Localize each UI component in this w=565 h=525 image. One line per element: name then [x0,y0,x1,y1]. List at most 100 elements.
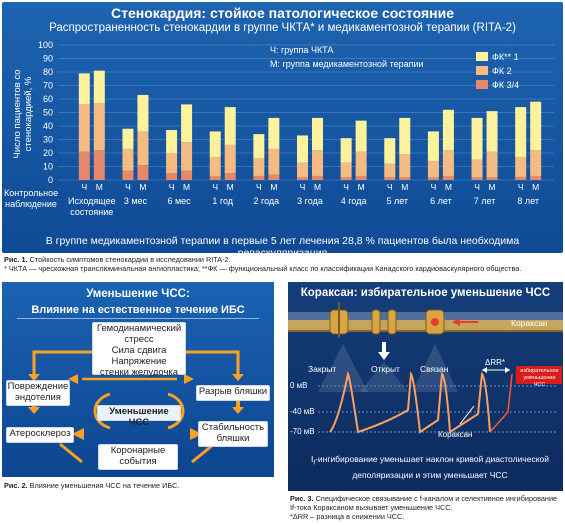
left1-line2: эндотелия [15,392,61,403]
bar-segment [442,150,454,176]
rita2-chart: 0 10 20 30 40 50 60 70 80 90 100 Число пациентов со… [12,40,554,217]
drug-label: Кораксан [511,318,548,328]
bar-segment [355,120,367,152]
group-label: 7 лет [474,196,496,206]
bar-segment [340,138,352,163]
bar-segment [93,70,105,104]
y-tick-label: 60 [43,94,53,104]
legend-label: ФК 3/4 [492,80,519,90]
bar-segment [122,128,134,149]
bar-segment [515,157,527,178]
y-tick-label: 40 [43,121,53,131]
group-label: 6 лет [430,196,452,206]
top-box-line1: Гемодинамический [96,323,182,334]
bar-segment [137,165,149,180]
y-tick-label: 30 [43,135,53,145]
y-tick-label: 70 [43,81,53,91]
bar-segment [384,138,396,164]
group-label: 3 мес [124,196,148,206]
chart-title: Стенокардия: стойкое патологическое сост… [110,5,454,21]
group-label: 4 года [341,196,367,206]
legend-swatch [476,80,488,89]
bar-label: Ч [518,182,524,192]
figure3-caption: Рис. 3. Специфическое связывание с f-кан… [290,494,562,521]
hemodynamic-stress-box: Гемодинамический стресс Сила сдвига Напр… [92,322,186,378]
bar-segment [471,117,483,160]
rita2-chart-panel: 0 10 20 30 40 50 60 70 80 90 100 Число пациентов со… [2,2,563,253]
bar-segment [181,142,193,171]
group-legend-med: М: группа медикаментозной терапии [270,59,424,69]
caption1-note: * ЧКТА — чрескожная транслюминальная анг… [4,264,522,273]
y-tick-label: 50 [43,108,53,118]
bar-segment [78,73,90,105]
bar-segment [122,148,134,171]
bar-segment [268,174,280,180]
control-label: Контрольное наблюдение [4,188,58,210]
right2-line1: Стабильность [201,422,265,433]
bar-segment [137,131,149,166]
atherosclerosis-box: Атеросклероз [6,427,74,443]
bar-segment [486,177,498,180]
bar-segment [209,175,221,180]
bar-label: М [270,182,277,192]
bar-label: Ч [256,182,262,192]
y-tick-label: 100 [38,40,53,50]
bar-segment [268,148,280,175]
bar-segment [78,151,90,180]
bar-segment [471,159,483,178]
ytick-0mv: 0 мВ [290,381,308,390]
bar-label: М [488,182,495,192]
bar-segment [166,130,178,153]
y-tick-label: 0 [48,175,53,185]
bar-segment [384,163,396,178]
panel3-bottom-text: If-ингибирование уменьшает наклон кривой… [311,454,549,480]
plaque-rupture-box: Разрыв бляшки [196,385,270,401]
state-closed: Закрыт [308,364,337,374]
bar-label: М [314,182,321,192]
delta-rr-label: ΔRR* [485,358,506,367]
group-label: 1 год [212,196,233,206]
channel-open-icon [371,309,397,360]
bar-label: Ч [474,182,480,192]
bar-label: М [227,182,234,192]
bar-segment [427,131,439,162]
bar-segment [515,177,527,180]
bar-segment [355,151,367,176]
bar-segment [297,162,308,178]
bar-segment [312,150,323,176]
bar-label: Ч [300,182,306,192]
top-box-line3: Сила сдвига [111,345,167,356]
bar-label: Ч [387,182,393,192]
chart-footnote: В группе медикаментозной терапии в первы… [45,235,520,253]
badge-line2: уменьшение ЧСС [523,375,556,388]
bar-segment [486,111,498,152]
bar-segment [312,117,323,151]
bar-segment [268,117,280,149]
control-label-line1: Контрольное [4,188,59,198]
bar-segment [209,131,221,158]
endothelium-damage-box: Повреждение эндотелия [6,380,70,406]
state-bound: Связан [420,364,449,374]
bar-label: Ч [81,182,87,192]
panel2-subtitle: Влияние на естественное течение ИБС [31,304,245,316]
selective-reduction-badge: избирательное уменьшение ЧСС [517,368,562,389]
bar-segment [224,173,236,180]
bar-segment [340,177,352,180]
bottom-line1: Коронарные [110,445,166,456]
bar-segment [355,175,367,180]
bar-segment [166,153,178,174]
bar-label: Ч [169,182,175,192]
bottom-line2: события [119,456,157,467]
legend-label: ФК 2 [492,66,512,76]
bar-segment [209,157,221,176]
bar-segment [93,103,105,151]
state-open: Открыт [371,364,400,374]
legend-swatch [476,66,488,75]
bar-segment [384,177,396,180]
caption3-text: Специфическое связывание с f-каналом и с… [290,494,558,512]
bar-segment [399,177,411,180]
caption1-label: Рис. 1. [4,255,28,264]
bar-segment [253,134,265,159]
ytick-70mv: -70 мВ [290,427,315,436]
bar-label: Ч [343,182,349,192]
